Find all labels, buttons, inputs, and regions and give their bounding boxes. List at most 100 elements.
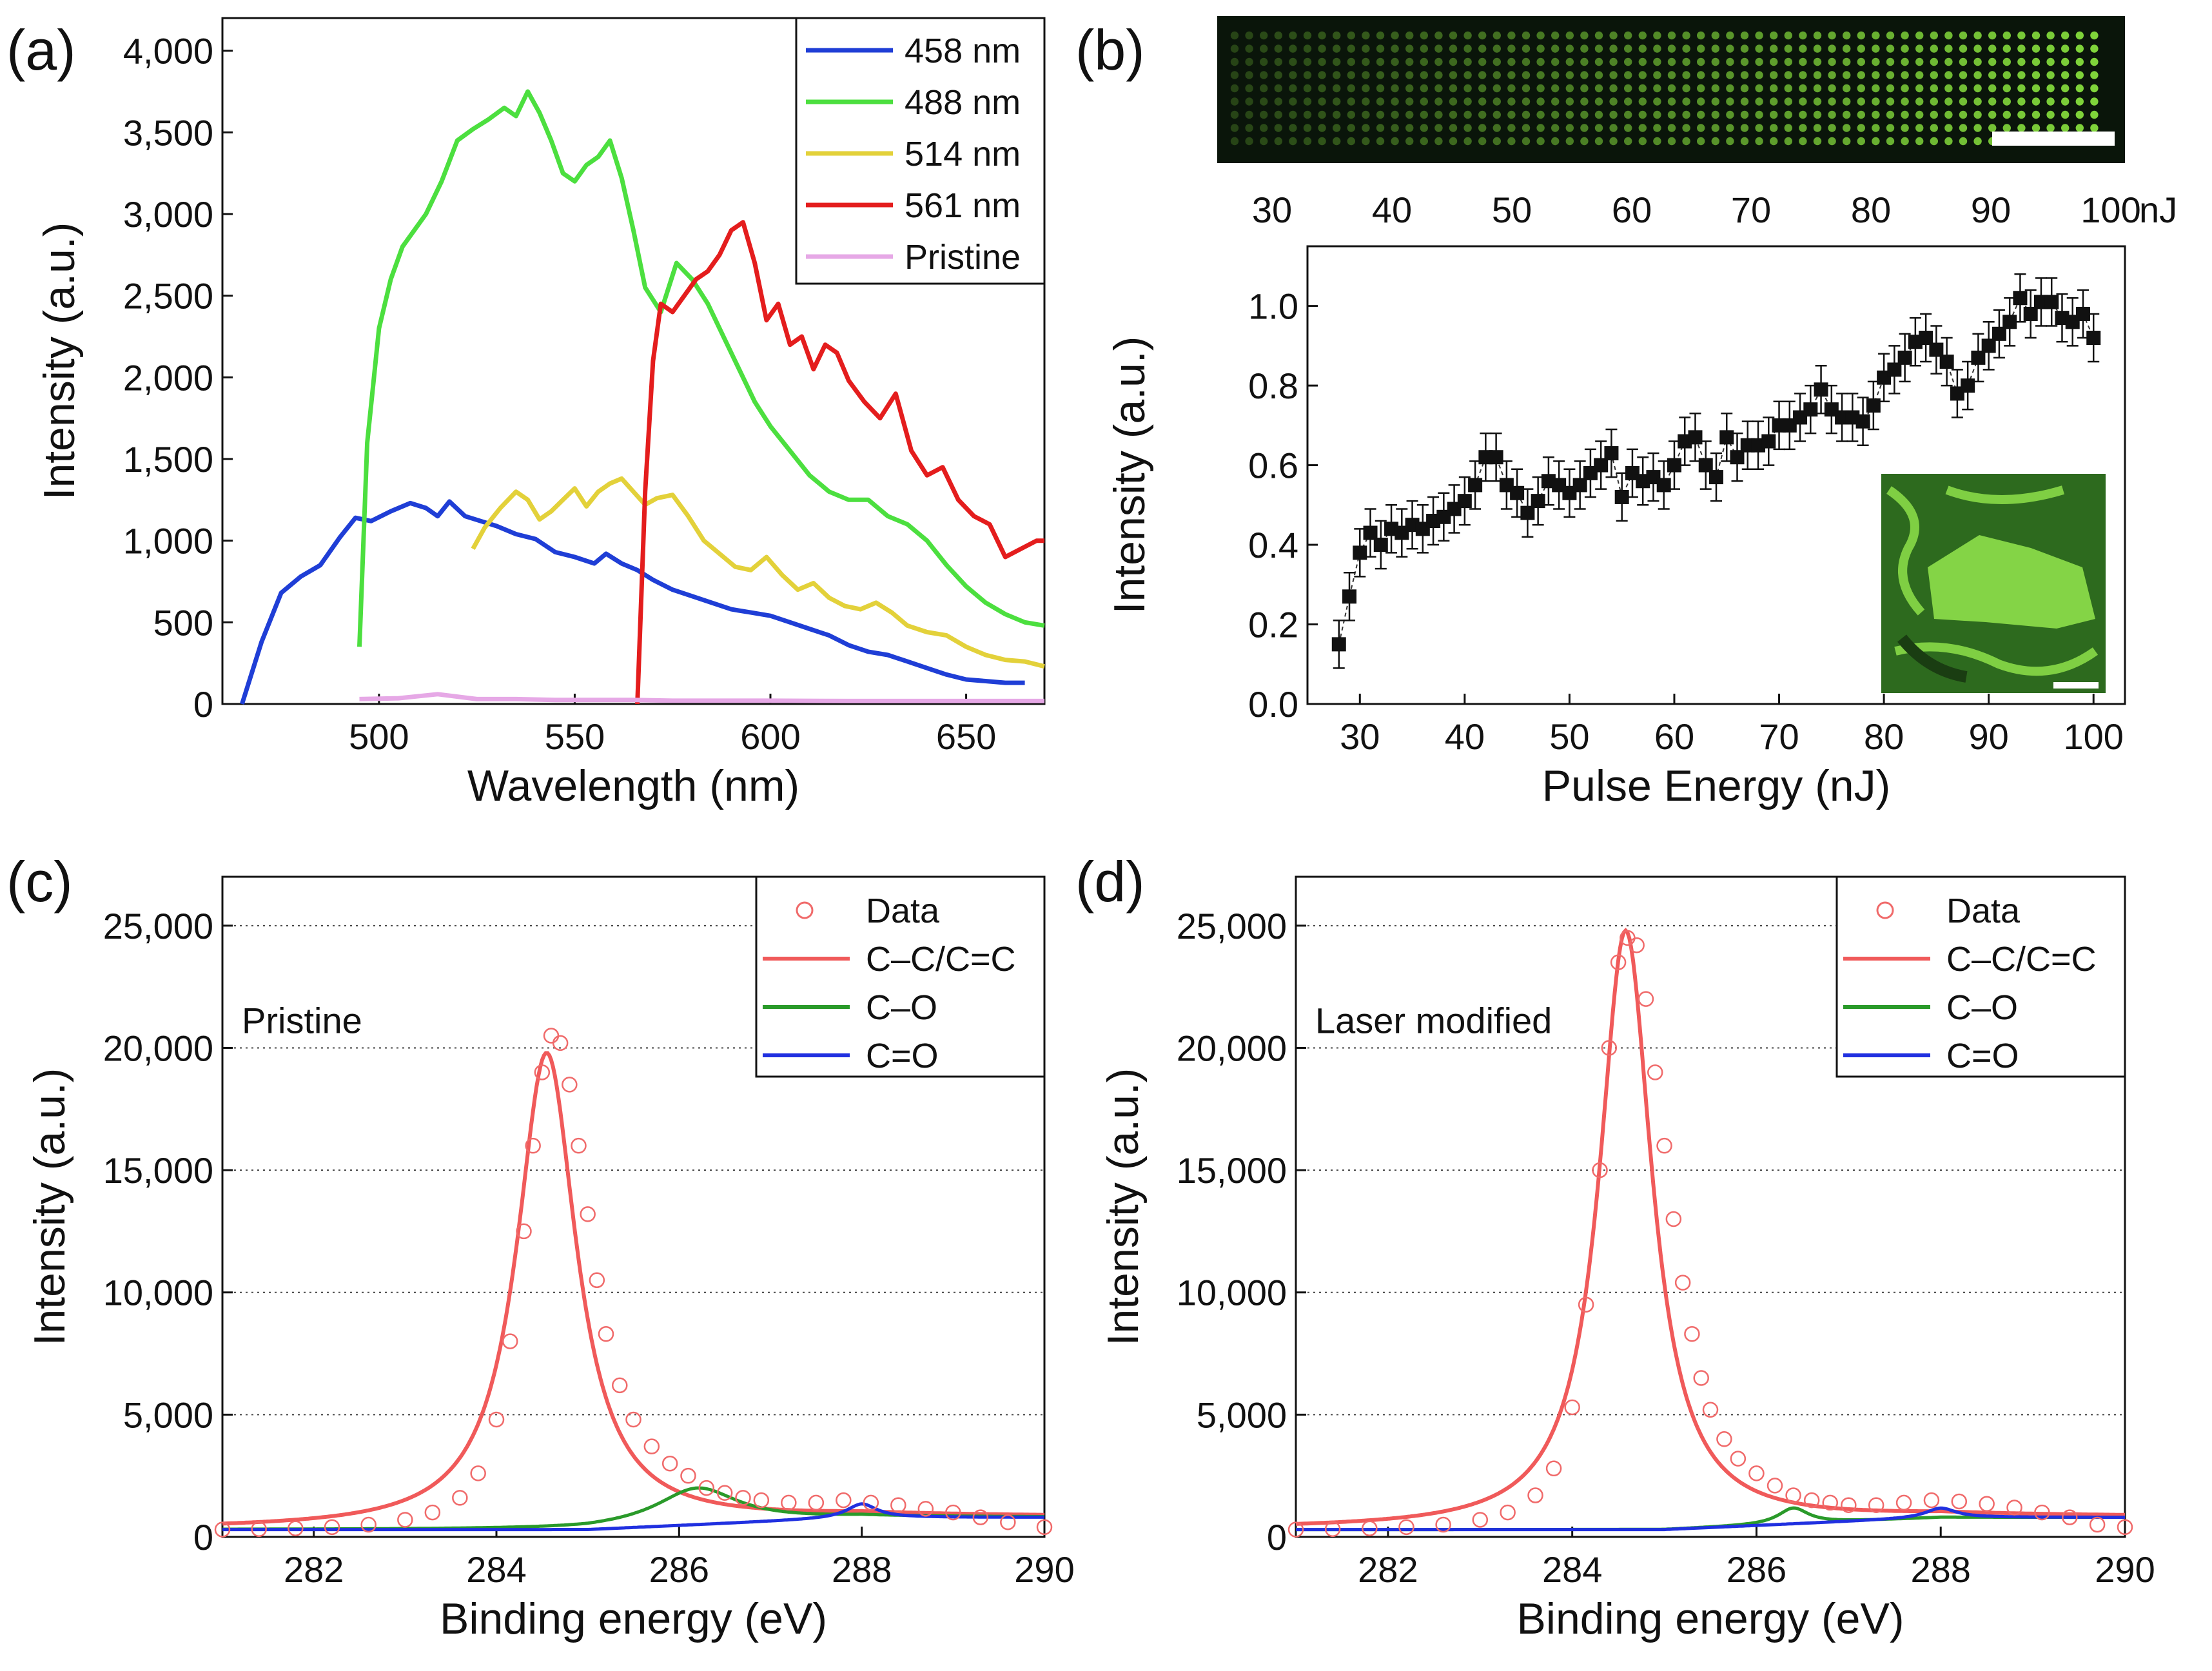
- strip-dot: [1449, 137, 1458, 146]
- strip-dot: [1638, 124, 1647, 132]
- data-circle: [2117, 1519, 2133, 1536]
- y-tick-label: 0.0: [1248, 684, 1298, 725]
- strip-dot: [1420, 137, 1428, 146]
- strip-tick-30: 30: [1252, 190, 1292, 230]
- strip-dot: [1755, 137, 1763, 146]
- strip-dot: [1333, 71, 1341, 79]
- data-circle: [863, 1494, 879, 1511]
- strip-dot: [1740, 84, 1749, 93]
- strip-dot: [1580, 71, 1589, 79]
- strip-dot: [1551, 71, 1560, 79]
- data-point: [1457, 494, 1472, 509]
- strip-dot: [1857, 97, 1865, 106]
- data-circle: [516, 1223, 532, 1240]
- strip-dot: [1653, 97, 1661, 106]
- strip-dot: [1959, 44, 1968, 53]
- legend-swatch: [796, 901, 814, 919]
- strip-dot: [1449, 57, 1458, 66]
- strip-dot: [1493, 97, 1501, 106]
- strip-dot: [1973, 124, 1982, 132]
- strip-dot: [2002, 71, 2011, 79]
- strip-dot: [2031, 31, 2041, 40]
- strip-dot: [1405, 84, 1414, 93]
- strip-dot: [1580, 97, 1589, 106]
- strip-dot: [1799, 124, 1807, 132]
- strip-dot: [1813, 44, 1822, 53]
- y-tick-label: 3,500: [123, 112, 213, 153]
- strip-dot: [1318, 84, 1326, 93]
- strip-dot: [1784, 110, 1792, 119]
- strip-dot: [1770, 84, 1778, 93]
- strip-dot: [1697, 110, 1705, 119]
- strip-dot: [1973, 31, 1982, 40]
- strip-dot: [1682, 137, 1690, 146]
- strip-dot: [1594, 44, 1603, 53]
- strip-dot: [1915, 71, 1924, 79]
- data-circle: [753, 1492, 770, 1509]
- strip-dot: [1711, 124, 1719, 132]
- x-tick-label: 550: [545, 716, 605, 757]
- strip-dot: [1434, 84, 1443, 93]
- strip-dot: [1522, 124, 1531, 132]
- strip-dot: [1624, 110, 1632, 119]
- strip-dot: [1843, 110, 1851, 119]
- data-circle: [1702, 1402, 1719, 1418]
- strip-dot: [2046, 31, 2055, 40]
- strip-dot: [1799, 97, 1807, 106]
- data-point: [1363, 525, 1378, 540]
- x-axis-title: Wavelength (nm): [467, 761, 799, 810]
- strip-dot: [1420, 31, 1428, 40]
- data-point: [1594, 458, 1609, 473]
- strip-dot: [1682, 31, 1690, 40]
- strip-dot: [1434, 71, 1443, 79]
- strip-dot: [1463, 31, 1472, 40]
- y-axis-title: Intensity (a.u.): [1105, 337, 1154, 614]
- strip-dot: [1697, 71, 1705, 79]
- data-point: [1855, 414, 1870, 429]
- strip-dot: [1333, 31, 1341, 40]
- strip-dot: [1449, 124, 1458, 132]
- strip-dot: [1697, 57, 1705, 66]
- strip-dot: [1230, 44, 1239, 53]
- strip-dot: [1260, 71, 1268, 79]
- strip-dot: [1609, 44, 1618, 53]
- legend-label: Pristine: [905, 238, 1021, 277]
- strip-dot: [1638, 84, 1647, 93]
- y-tick-label: 0.4: [1248, 525, 1298, 565]
- strip-dot: [1230, 137, 1239, 146]
- panel-a-chart: 500 550 600 650 0 500 1,000 1,500 2,000 2,500 3,00…: [35, 17, 1046, 810]
- legend-label: C–O: [1946, 988, 2018, 1027]
- data-circle: [552, 1035, 569, 1051]
- data-point: [1698, 458, 1713, 473]
- strip-dot: [1755, 97, 1763, 106]
- fit-line-co: [222, 1486, 1044, 1531]
- data-circle: [1803, 1492, 1820, 1509]
- data-point: [1971, 350, 1986, 365]
- strip-dot: [1347, 137, 1355, 146]
- strip-dot: [1260, 57, 1268, 66]
- data-circle: [1951, 1493, 1968, 1510]
- strip-dot: [1565, 71, 1574, 79]
- strip-dot: [1449, 71, 1458, 79]
- strip-dot: [1872, 84, 1880, 93]
- data-point: [1866, 398, 1881, 413]
- strip-dot: [1318, 71, 1326, 79]
- strip-dot: [2075, 31, 2084, 40]
- strip-dot: [1901, 71, 1909, 79]
- strip-dot: [1886, 97, 1895, 106]
- strip-dot: [1333, 57, 1341, 66]
- strip-dot: [1333, 110, 1341, 119]
- legend: 458 nm 488 nm 514 nm 561 nm Pristine: [795, 17, 1046, 285]
- strip-dot: [1799, 31, 1807, 40]
- strip-dot: [2031, 110, 2041, 119]
- strip-dot: [1915, 137, 1924, 146]
- strip-dot: [1624, 97, 1632, 106]
- fit-line-cc: [1295, 927, 2125, 1526]
- data-circle: [1629, 937, 1645, 953]
- strip-dot: [1886, 110, 1895, 119]
- x-tick-label: 70: [1759, 716, 1799, 757]
- data-circle: [945, 1504, 961, 1521]
- strip-dot: [1784, 44, 1792, 53]
- strip-dot: [1857, 57, 1865, 66]
- strip-dot: [1959, 57, 1968, 66]
